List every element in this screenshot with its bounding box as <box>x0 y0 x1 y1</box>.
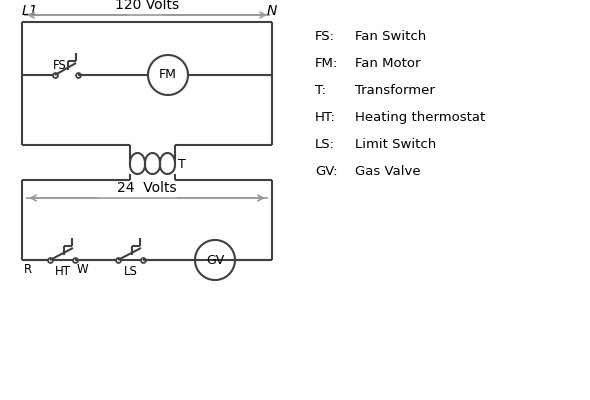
Text: FM:: FM: <box>315 57 338 70</box>
Text: LS: LS <box>123 265 137 278</box>
Text: FS: FS <box>53 59 67 72</box>
Text: Fan Switch: Fan Switch <box>355 30 426 43</box>
Text: N: N <box>267 4 277 18</box>
Text: GV: GV <box>206 254 224 266</box>
Text: W: W <box>77 263 88 276</box>
Text: Limit Switch: Limit Switch <box>355 138 436 151</box>
Text: Heating thermostat: Heating thermostat <box>355 111 485 124</box>
Text: GV:: GV: <box>315 165 337 178</box>
Text: FS:: FS: <box>315 30 335 43</box>
Text: 24  Volts: 24 Volts <box>117 181 177 195</box>
Text: R: R <box>24 263 32 276</box>
Text: HT:: HT: <box>315 111 336 124</box>
Text: L1: L1 <box>22 4 38 18</box>
Text: T:: T: <box>315 84 326 97</box>
Text: FM: FM <box>159 68 177 82</box>
Text: HT: HT <box>54 265 70 278</box>
Text: Gas Valve: Gas Valve <box>355 165 421 178</box>
Text: Transformer: Transformer <box>355 84 435 97</box>
Text: 120 Volts: 120 Volts <box>115 0 179 12</box>
Text: T: T <box>178 158 186 172</box>
Text: Fan Motor: Fan Motor <box>355 57 421 70</box>
Text: LS:: LS: <box>315 138 335 151</box>
